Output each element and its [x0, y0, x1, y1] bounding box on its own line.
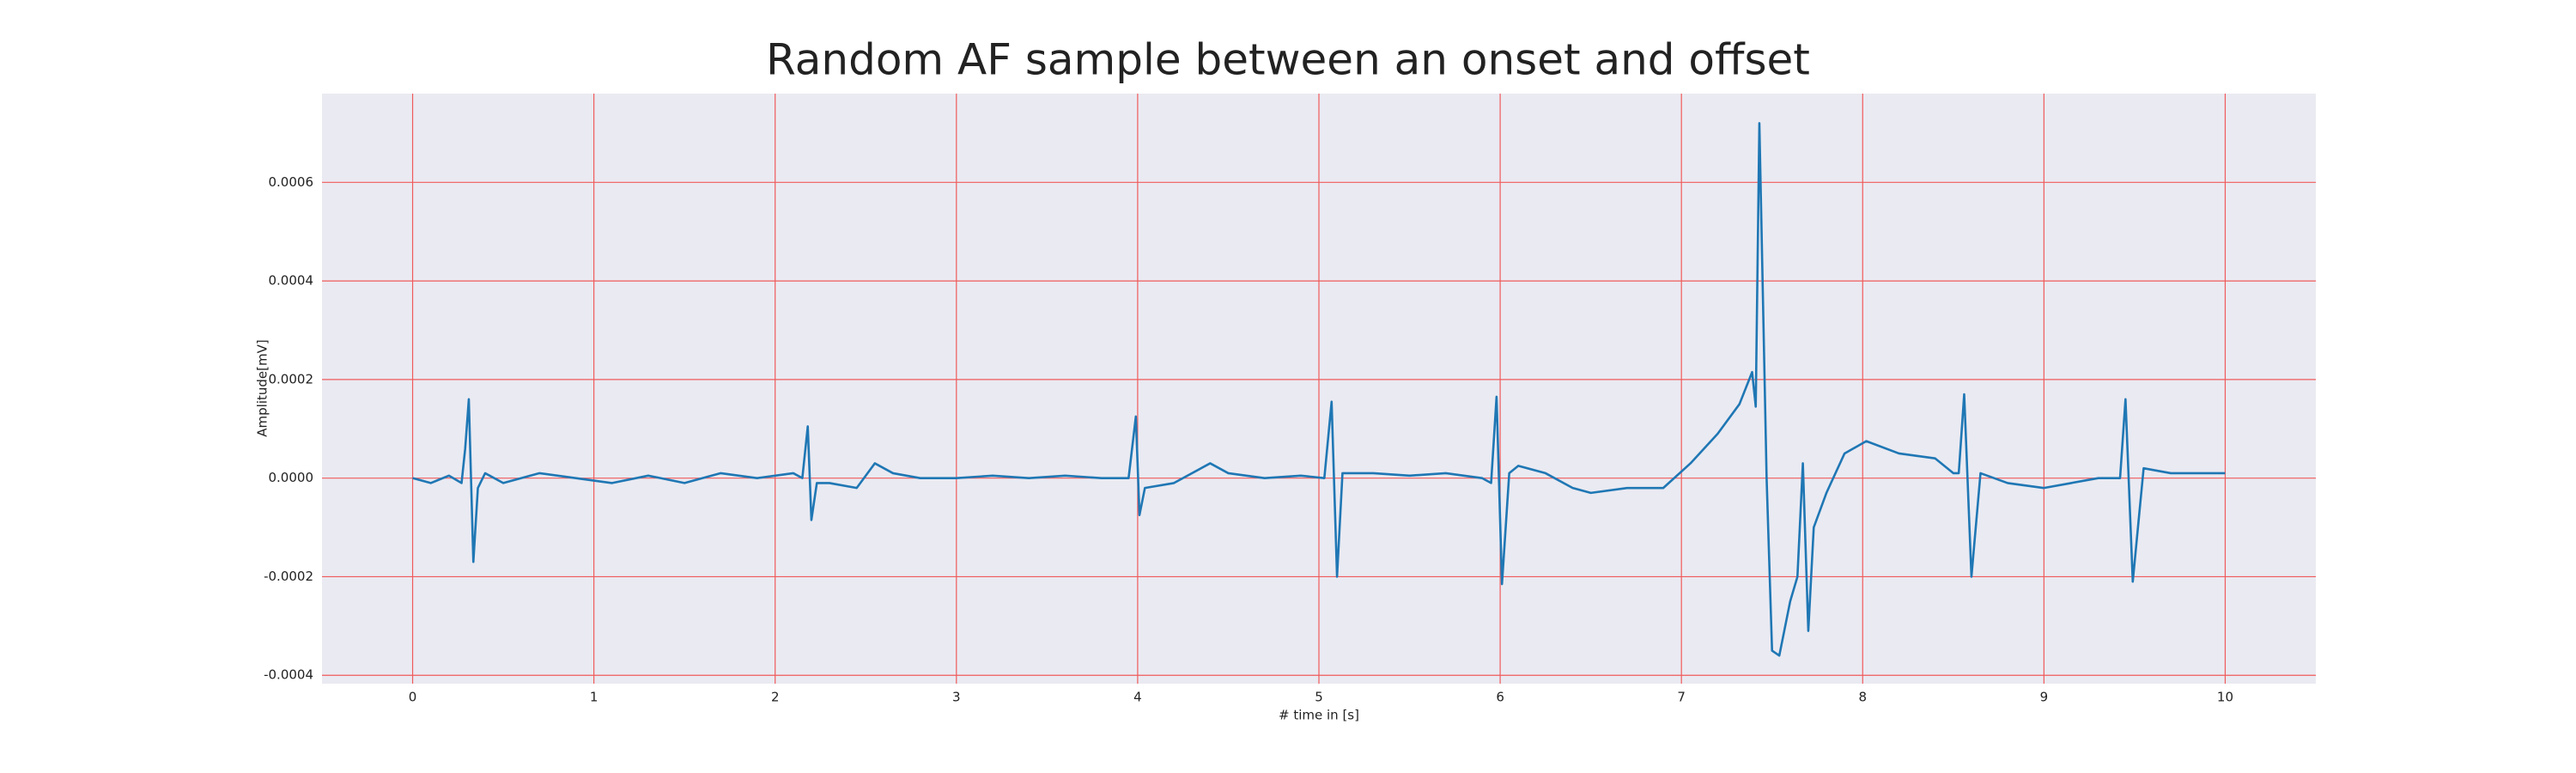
signal-line	[412, 122, 2226, 657]
y-tick-label: 0.0000	[269, 470, 314, 485]
x-tick-label: 2	[771, 690, 780, 705]
x-tick-label: 0	[409, 690, 417, 705]
x-tick-label: 3	[952, 690, 961, 705]
y-tick-label: -0.0002	[264, 569, 313, 584]
y-tick-label: -0.0004	[264, 667, 313, 683]
x-tick-label: 4	[1133, 690, 1142, 705]
x-tick-label: 8	[1858, 690, 1867, 705]
y-tick-label: 0.0006	[269, 174, 314, 190]
x-tick-label: 10	[2217, 690, 2233, 705]
x-tick-label: 6	[1496, 690, 1504, 705]
x-tick-label: 7	[1677, 690, 1686, 705]
y-tick-label: 0.0004	[269, 273, 314, 289]
x-tick-label: 1	[590, 690, 598, 705]
x-axis-label: # time in [s]	[1279, 708, 1359, 723]
x-tick-label: 5	[1315, 690, 1323, 705]
x-tick-label: 9	[2040, 690, 2049, 705]
y-axis-label: Amplitude[mV]	[255, 339, 270, 436]
chart-title: Random AF sample between an onset and of…	[766, 35, 1810, 85]
y-tick-label: 0.0002	[269, 371, 314, 386]
